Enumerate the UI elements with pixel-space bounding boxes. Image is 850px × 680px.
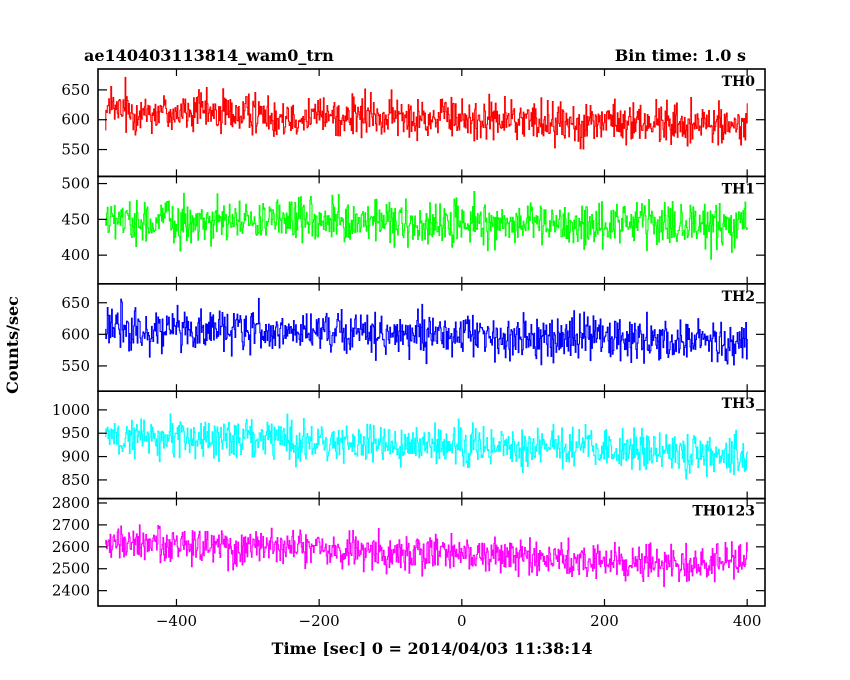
chart-title: ae140403113814_wam0_trn — [84, 46, 334, 65]
y-tick-label-th0123-2700: 2700 — [52, 516, 90, 534]
panel-th2: 550 600 650 TH2 — [61, 282, 766, 392]
panels-group: 550 600 650 TH0 400 450 500 TH1 550 600 650 TH2 850 9… — [52, 68, 766, 630]
panel-label-th0: TH0 — [722, 74, 756, 90]
y-tick-label-th1-450: 450 — [61, 210, 90, 228]
y-tick-label-th3-1000: 1000 — [52, 401, 90, 419]
series-th2-line — [105, 297, 748, 366]
panel-th3: 850 900 950 1000 TH3 — [52, 390, 766, 500]
panel-th1: 400 450 500 TH1 — [61, 175, 766, 285]
panel-label-th2: TH2 — [722, 289, 755, 305]
y-tick-label-th0123-2600: 2600 — [52, 538, 90, 556]
y-tick-label-th3-900: 900 — [61, 448, 90, 466]
panel-label-th0123: TH0123 — [692, 504, 755, 520]
y-tick-label-th1-400: 400 — [61, 246, 90, 264]
panel-th0123-frame — [97, 497, 766, 607]
y-tick-label-th0-550: 550 — [61, 141, 90, 159]
y-tick-label-th0123-2500: 2500 — [52, 560, 90, 578]
x-tick-label--400: −400 — [156, 612, 197, 630]
y-tick-label-th0123-2400: 2400 — [52, 582, 90, 600]
bin-time-label: Bin time: 1.0 s — [615, 46, 746, 65]
x-axis-label: Time [sec] 0 = 2014/04/03 11:38:14 — [272, 639, 593, 658]
x-tick-label-200: 200 — [590, 612, 619, 630]
y-tick-label-th0-600: 600 — [61, 111, 90, 129]
panel-th0123: 2400 2500 2600 2700 2800 TH0123 — [52, 494, 766, 607]
x-tick-label-400: 400 — [733, 612, 762, 630]
x-tick-label--200: −200 — [299, 612, 340, 630]
y-tick-label-th0-650: 650 — [61, 81, 90, 99]
panel-th0: 550 600 650 TH0 — [61, 68, 766, 178]
y-tick-label-th3-950: 950 — [61, 424, 90, 442]
y-tick-label-th2-650: 650 — [61, 294, 90, 312]
y-tick-label-th3-850: 850 — [61, 471, 90, 489]
series-th0123-line — [105, 524, 748, 588]
series-th1-line — [105, 191, 748, 260]
series-th0-line — [105, 76, 748, 150]
series-th3-line — [105, 413, 748, 480]
y-axis-label: Counts/sec — [3, 296, 22, 394]
panel-label-th3: TH3 — [722, 396, 755, 412]
y-tick-label-th2-550: 550 — [61, 357, 90, 375]
y-tick-label-th1-500: 500 — [61, 175, 90, 193]
y-tick-label-th2-600: 600 — [61, 325, 90, 343]
y-tick-label-th0123-2800: 2800 — [52, 494, 90, 512]
x-tick-label-0: 0 — [457, 612, 467, 630]
panel-label-th1: TH1 — [722, 181, 755, 197]
